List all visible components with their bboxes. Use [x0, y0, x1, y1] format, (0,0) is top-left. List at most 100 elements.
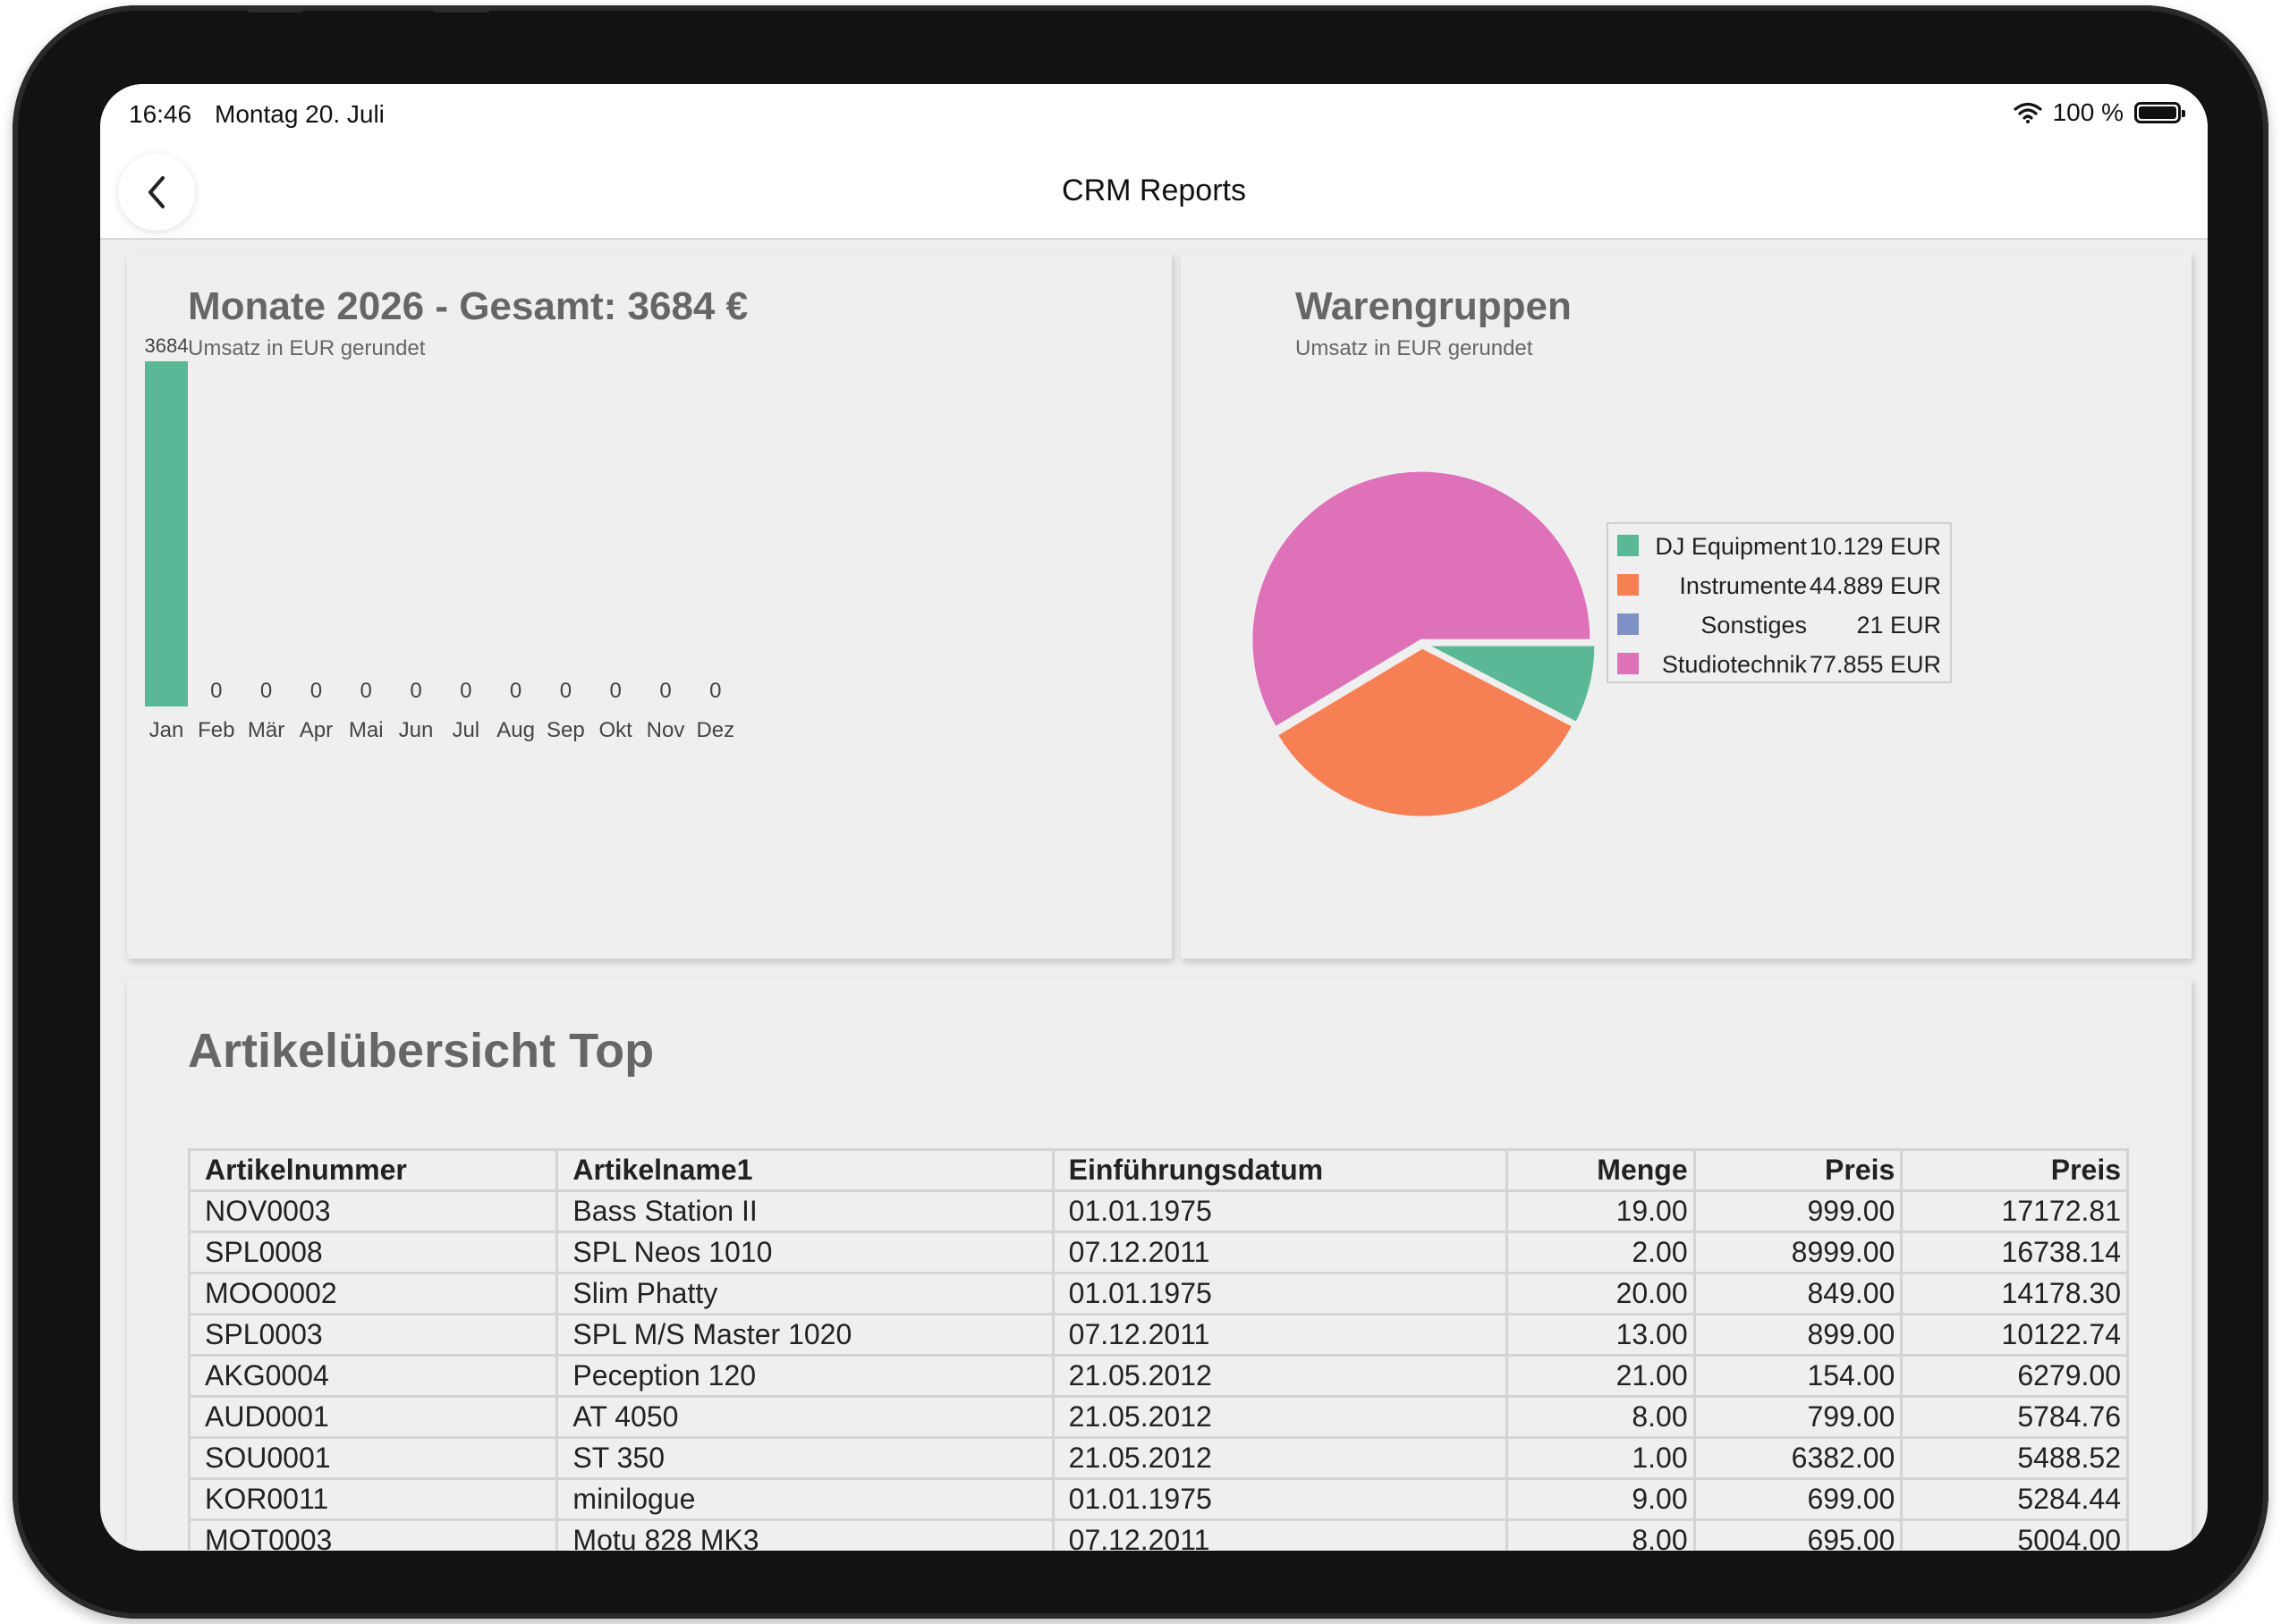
legend-item: Instrumente 44.889 EUR [1608, 565, 1950, 605]
bar-data-label: 0 [709, 679, 721, 703]
legend-label: Studiotechnik [1661, 651, 1807, 678]
table-cell: 849.00 [1692, 1272, 1904, 1315]
monthly-bar-chart: 3684 Jan 0 Feb 0 Mär 0 Apr 0 Mai 0 Jun 0 Jul 0 Aug 0 Sep 0… [145, 334, 735, 742]
bar-Jan[interactable] [145, 361, 188, 706]
table-cell: Slim Phatty [555, 1272, 1055, 1315]
table-row[interactable]: MOT0003 Motu 828 MK3 07.12.2011 8.00 695.00 5… [187, 1518, 2129, 1551]
column-header[interactable]: Artikelnummer [187, 1148, 559, 1192]
articles-table: Artikelnummer Artikelname1 Einführungsda… [187, 1148, 2129, 1551]
table-cell: KOR0011 [187, 1477, 559, 1521]
table-cell: AUD0001 [187, 1395, 559, 1439]
status-date: Montag 20. Juli [215, 100, 385, 128]
table-cell: Peception 120 [555, 1354, 1055, 1398]
nav-bar: CRM Reports [100, 147, 2208, 240]
x-tick-label: Mai [349, 718, 384, 742]
table-cell: 8.00 [1505, 1395, 1696, 1439]
column-header[interactable]: Artikelname1 [555, 1148, 1055, 1192]
table-cell: 01.01.1975 [1051, 1189, 1508, 1233]
table-cell: SPL0003 [187, 1313, 559, 1357]
x-tick-label: Okt [599, 718, 633, 742]
table-cell: 19.00 [1505, 1189, 1696, 1233]
table-cell: SOU0001 [187, 1436, 559, 1480]
categories-chart-title: Warengruppen [1295, 284, 1572, 328]
table-header-row: Artikelnummer Artikelname1 Einführungsda… [187, 1148, 2129, 1192]
pie-legend: DJ Equipment 10.129 EUR Instrumente 44.8… [1607, 522, 1952, 683]
table-cell: 5004.00 [1900, 1518, 2129, 1551]
bar-data-label: 0 [560, 679, 572, 703]
bar-data-label: 0 [659, 679, 671, 703]
legend-item: DJ Equipment 10.129 EUR [1608, 526, 1950, 565]
x-tick-label: Nov [647, 718, 685, 742]
table-cell: 17172.81 [1900, 1189, 2129, 1233]
bar-data-label: 0 [360, 679, 372, 703]
column-header[interactable]: Einführungsdatum [1051, 1148, 1508, 1192]
bar-data-label: 0 [260, 679, 272, 703]
table-row[interactable]: AKG0004 Peception 120 21.05.2012 21.00 154.0… [187, 1354, 2129, 1398]
page-title: CRM Reports [1062, 173, 1246, 207]
top-button [433, 5, 490, 13]
table-cell: AT 4050 [555, 1395, 1055, 1439]
table-cell: 07.12.2011 [1051, 1518, 1508, 1551]
legend-label: Instrumente [1679, 572, 1807, 599]
column-header[interactable]: Menge [1505, 1148, 1696, 1192]
monthly-chart-title: Monate 2026 - Gesamt: 3684 € [188, 284, 749, 328]
table-row[interactable]: AUD0001 AT 4050 21.05.2012 8.00 799.00 5784.7… [187, 1395, 2129, 1439]
table-cell: 13.00 [1505, 1313, 1696, 1357]
table-cell: 14178.30 [1900, 1272, 2129, 1315]
x-tick-label: Aug [496, 718, 535, 742]
table-cell: 999.00 [1692, 1189, 1904, 1233]
table-row[interactable]: KOR0011 minilogue 01.01.1975 9.00 699.00 5284… [187, 1477, 2129, 1521]
table-cell: 695.00 [1692, 1518, 1904, 1551]
legend-value: 77.855 EUR [1809, 651, 1941, 678]
legend-label: DJ Equipment [1655, 533, 1807, 560]
x-tick-label: Mär [248, 718, 284, 742]
table-cell: 2.00 [1505, 1231, 1696, 1274]
legend-swatch [1617, 653, 1639, 674]
table-row[interactable]: SOU0001 ST 350 21.05.2012 1.00 6382.00 5488.5… [187, 1436, 2129, 1480]
screen: 16:46 Montag 20. Juli 100 % [100, 84, 2208, 1551]
table-cell: 5488.52 [1900, 1436, 2129, 1480]
table-row[interactable]: MOO0002 Slim Phatty 01.01.1975 20.00 849.00 1… [187, 1272, 2129, 1315]
column-header[interactable]: Preis [1900, 1148, 2129, 1192]
legend-item: Studiotechnik 77.855 EUR [1608, 644, 1950, 683]
column-header[interactable]: Preis [1692, 1148, 1904, 1192]
table-cell: SPL M/S Master 1020 [555, 1313, 1055, 1357]
table-cell: 21.05.2012 [1051, 1395, 1508, 1439]
table-cell: SPL0008 [187, 1231, 559, 1274]
table-row[interactable]: NOV0003 Bass Station II 01.01.1975 19.00 999… [187, 1189, 2129, 1233]
x-tick-label: Jul [452, 718, 479, 742]
pie-slice-instrumente[interactable] [1275, 646, 1575, 819]
table-cell: NOV0003 [187, 1189, 559, 1233]
pie-slice-dj-equipment[interactable] [1425, 643, 1598, 725]
legend-item: Sonstiges 21 EUR [1608, 605, 1950, 644]
bar-data-label: 0 [510, 679, 521, 703]
table-cell: 799.00 [1692, 1395, 1904, 1439]
legend-label: Sonstiges [1700, 612, 1807, 639]
table-cell: 899.00 [1692, 1313, 1904, 1357]
table-cell: minilogue [555, 1477, 1055, 1521]
table-cell: 9.00 [1505, 1477, 1696, 1521]
back-button[interactable] [118, 154, 195, 231]
table-cell: 5784.76 [1900, 1395, 2129, 1439]
wifi-icon [2013, 102, 2042, 123]
table-row[interactable]: SPL0008 SPL Neos 1010 07.12.2011 2.00 8999.0… [187, 1231, 2129, 1274]
table-row[interactable]: SPL0003 SPL M/S Master 1020 07.12.2011 13.0… [187, 1313, 2129, 1357]
tablet-frame: 16:46 Montag 20. Juli 100 % [13, 5, 2268, 1619]
table-cell: 21.05.2012 [1051, 1436, 1508, 1480]
monthly-chart-subtitle: Umsatz in EUR gerundet [188, 336, 426, 360]
table-cell: 16738.14 [1900, 1231, 2129, 1274]
table-cell: 21.00 [1505, 1354, 1696, 1398]
table-cell: 8999.00 [1692, 1231, 1904, 1274]
table-cell: MOO0002 [187, 1272, 559, 1315]
table-cell: 6279.00 [1900, 1354, 2129, 1398]
x-tick-label: Jun [399, 718, 434, 742]
table-cell: SPL Neos 1010 [555, 1231, 1055, 1274]
pie-slice-sonstiges[interactable] [1271, 644, 1420, 735]
status-indicators: 100 % [2013, 98, 2185, 127]
pie-slice-studiotechnik[interactable] [1250, 469, 1593, 730]
bar-data-label: 0 [210, 679, 222, 703]
table-cell: 21.05.2012 [1051, 1354, 1508, 1398]
battery-icon [2134, 102, 2185, 123]
legend-value: 44.889 EUR [1809, 572, 1941, 599]
battery-percent: 100 % [2052, 98, 2124, 126]
